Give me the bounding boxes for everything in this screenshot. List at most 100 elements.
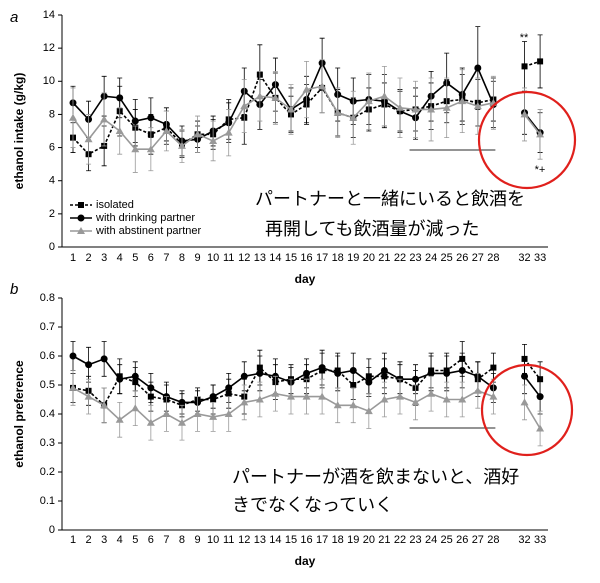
data-point xyxy=(458,97,467,105)
data-point xyxy=(256,369,264,377)
legend-marker xyxy=(77,227,85,234)
y-tick-label: 6 xyxy=(49,141,55,153)
y-tick-label: 0 xyxy=(49,524,55,536)
x-tick-label: 26 xyxy=(456,534,468,546)
x-tick-label: 23 xyxy=(409,252,421,264)
x-tick-label: 5 xyxy=(132,252,138,264)
data-point xyxy=(349,113,358,121)
x-tick-label: 11 xyxy=(223,252,234,264)
data-point xyxy=(380,92,389,100)
data-point xyxy=(318,364,326,372)
x-tick-label: 5 xyxy=(132,534,138,546)
legend-text: isolated xyxy=(96,199,134,211)
highlight-circle xyxy=(480,363,574,457)
x-tick-label: 10 xyxy=(207,252,219,264)
data-point xyxy=(442,395,451,403)
data-point xyxy=(286,105,295,113)
data-point xyxy=(193,130,202,138)
annotation: きでなくなっていく xyxy=(232,495,393,515)
data-point xyxy=(318,392,327,400)
data-point xyxy=(302,392,311,400)
data-point xyxy=(131,372,139,380)
data-point xyxy=(333,401,342,409)
x-tick-label: 12 xyxy=(238,252,250,264)
data-point xyxy=(536,393,544,401)
x-tick-label: 24 xyxy=(425,252,437,264)
x-tick-label: 33 xyxy=(534,534,546,546)
x-tick-label: 1 xyxy=(70,252,76,264)
x-tick-label: 4 xyxy=(117,534,123,546)
data-point xyxy=(69,383,77,391)
x-tick-label: 20 xyxy=(363,252,375,264)
data-point xyxy=(411,105,420,113)
data-point xyxy=(411,398,420,406)
data-point xyxy=(240,372,248,380)
data-point xyxy=(520,398,529,406)
data-point xyxy=(240,398,249,406)
y-tick-label: 0 xyxy=(49,241,55,253)
x-tick-label: 14 xyxy=(269,252,281,264)
x-tick-label: 26 xyxy=(456,252,468,264)
x-axis-label: day xyxy=(295,554,316,568)
x-tick-label: 4 xyxy=(117,252,123,264)
data-point xyxy=(209,412,218,420)
legend-text: with abstinent partner xyxy=(95,225,202,237)
x-tick-label: 25 xyxy=(441,534,453,546)
data-point xyxy=(380,367,388,374)
data-point xyxy=(427,369,435,377)
annotation: 再開しても飲酒量が減った xyxy=(265,219,480,239)
series-line xyxy=(72,85,541,151)
x-tick-label: 28 xyxy=(487,252,499,264)
x-tick-label: 3 xyxy=(101,252,107,264)
x-tick-label: 2 xyxy=(86,252,92,264)
data-point xyxy=(395,103,404,111)
y-tick-label: 2 xyxy=(49,208,55,220)
data-point xyxy=(100,401,109,409)
data-point xyxy=(412,375,420,383)
data-point xyxy=(489,392,498,400)
highlight-circle xyxy=(477,90,577,190)
data-point xyxy=(131,117,139,125)
y-tick-label: 12 xyxy=(43,42,55,54)
panel-label: b xyxy=(10,281,18,298)
data-point xyxy=(209,136,218,144)
y-tick-label: 4 xyxy=(49,175,55,187)
data-point xyxy=(536,424,545,432)
x-tick-label: 9 xyxy=(194,534,200,546)
x-tick-label: 9 xyxy=(194,252,200,264)
annotation: パートナーが酒を飲まないと、酒好 xyxy=(232,467,519,487)
data-point xyxy=(442,103,451,111)
x-tick-label: 14 xyxy=(269,534,281,546)
legend-text: with drinking partner xyxy=(95,212,195,224)
y-tick-label: 0.8 xyxy=(40,292,55,304)
data-point xyxy=(178,398,186,406)
x-tick-label: 32 xyxy=(518,534,530,546)
x-tick-label: 17 xyxy=(316,252,328,264)
x-tick-label: 15 xyxy=(285,252,297,264)
x-tick-label: 24 xyxy=(425,534,437,546)
x-tick-label: 7 xyxy=(163,534,169,546)
series xyxy=(70,370,543,447)
x-tick-label: 22 xyxy=(394,252,406,264)
x-tick-label: 13 xyxy=(254,252,266,264)
x-tick-label: 25 xyxy=(441,252,453,264)
data-point xyxy=(100,115,109,123)
data-point xyxy=(209,393,217,401)
data-point xyxy=(473,102,482,110)
series-line xyxy=(72,355,541,404)
x-tick-label: 1 xyxy=(70,534,76,546)
x-tick-label: 27 xyxy=(472,252,484,264)
data-point xyxy=(521,63,528,70)
data-point xyxy=(395,392,404,400)
data-point xyxy=(116,375,124,383)
data-point xyxy=(146,418,155,426)
legend-marker xyxy=(77,214,85,222)
data-point xyxy=(115,127,124,134)
y-tick-label: 0.4 xyxy=(40,408,55,420)
data-point xyxy=(116,94,124,102)
data-point xyxy=(240,102,249,110)
significance-mark: *+ xyxy=(535,164,546,176)
y-tick-label: 14 xyxy=(43,9,55,21)
data-point xyxy=(302,85,311,93)
data-point xyxy=(84,392,93,400)
